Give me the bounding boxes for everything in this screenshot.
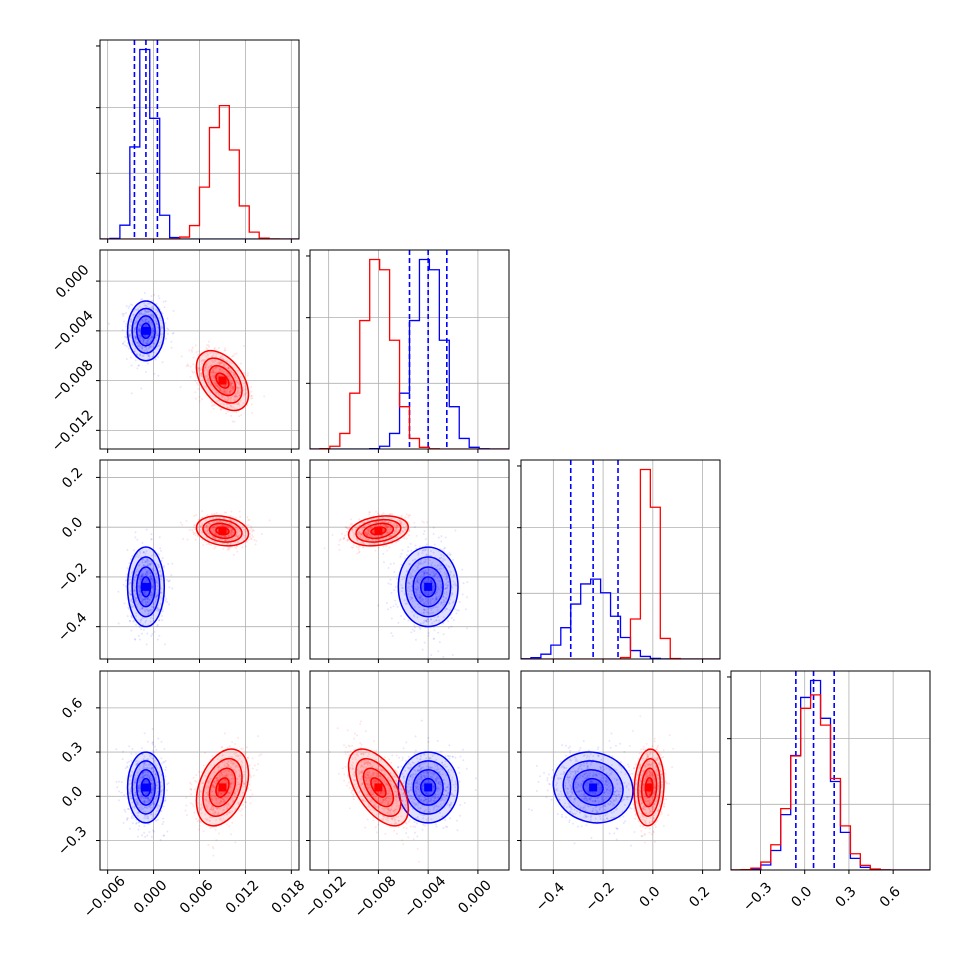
histogram-blue [521, 578, 720, 659]
grid [107, 671, 292, 870]
axes-frame [309, 249, 510, 450]
x-tick-label: −0.4 [533, 879, 568, 914]
x-tick-label: 0.012 [223, 877, 263, 917]
y-tick-label: −0.2 [55, 560, 90, 595]
y-tick-label: 0.000 [53, 262, 93, 302]
panel-2-1 [306, 459, 510, 663]
peak-red [218, 376, 227, 385]
panel-0-0 [96, 39, 300, 243]
x-tick-label: 0.000 [455, 877, 495, 917]
axes-frame [520, 459, 721, 660]
contours-red [195, 748, 250, 827]
grid [107, 460, 292, 659]
panel-3-3: −0.3 0.0 0.3 0.6 [727, 670, 931, 915]
axes-frame [309, 670, 510, 871]
y-tick-label: −0.3 [55, 824, 90, 859]
y-tick-label: 0.0 [59, 514, 86, 541]
axes-frame [730, 670, 931, 871]
y-tick-label: 0.6 [59, 695, 86, 722]
y-tick-label: −0.4 [55, 610, 90, 645]
peak-blue [589, 783, 598, 792]
axes-frame [309, 459, 510, 660]
contours-blue [552, 751, 634, 824]
peak-blue [424, 582, 433, 591]
grid [328, 460, 479, 659]
contours-blue [126, 300, 166, 362]
y-tick-label: −0.012 [49, 407, 97, 455]
peak-blue [141, 326, 150, 335]
panel-3-0: −0.006 0.000 0.006 0.012 0.018−0.30.00.30.6 [55, 670, 308, 921]
y-tick-label: 0.2 [59, 465, 86, 492]
contours-blue [126, 546, 166, 628]
contours-red [633, 748, 665, 827]
x-tick-label: −0.004 [401, 873, 449, 921]
peak-red [374, 526, 383, 535]
x-tick-label: 0.3 [833, 884, 860, 911]
axes-frame [520, 670, 721, 871]
hist-grid [521, 527, 720, 594]
x-tick-label: 0.2 [686, 884, 713, 911]
panel-3-1: −0.012 −0.008 −0.004 0.000 [302, 670, 510, 921]
peak-red [218, 526, 227, 535]
x-tick-label: 0.006 [177, 877, 217, 917]
panel-1-0: −0.012−0.008−0.004 0.000 [49, 249, 300, 455]
contours-red [195, 349, 250, 412]
contours-blue [126, 751, 166, 824]
peak-red [218, 783, 227, 792]
x-tick-label: −0.2 [583, 879, 618, 914]
grid [760, 671, 894, 870]
contours-red [347, 515, 410, 547]
contours-red [195, 515, 250, 547]
peak-red [645, 783, 654, 792]
histogram-red [100, 104, 299, 239]
histogram-blue [100, 48, 299, 239]
histogram-red [310, 258, 509, 449]
x-tick-label: −0.008 [352, 873, 400, 921]
peak-blue [141, 582, 150, 591]
panel-3-2: −0.4 −0.2 0.0 0.2 [517, 670, 721, 915]
panel-2-0: −0.4 −0.2 0.0 0.2 [55, 459, 300, 663]
peak-blue [141, 783, 150, 792]
contours-blue [397, 546, 459, 628]
x-tick-label: −0.012 [302, 873, 350, 921]
grid [552, 460, 703, 659]
peak-red [374, 783, 383, 792]
x-tick-label: −0.3 [740, 879, 775, 914]
contours-red [347, 748, 410, 827]
x-tick-label: −0.006 [81, 873, 129, 921]
panel-2-2 [517, 459, 721, 663]
contours-blue [397, 751, 459, 824]
y-tick-label: −0.008 [49, 357, 97, 405]
y-tick-label: 0.3 [59, 739, 86, 766]
peak-blue [424, 783, 433, 792]
y-tick-label: −0.004 [49, 308, 97, 356]
hist-grid [100, 107, 299, 174]
grid [328, 250, 479, 449]
x-tick-label: 0.0 [636, 884, 663, 911]
y-tick-label: 0.0 [59, 783, 86, 810]
x-tick-label: 0.6 [877, 884, 904, 911]
x-tick-label: 0.000 [131, 877, 171, 917]
panel-1-1 [306, 249, 510, 453]
x-tick-label: 0.0 [788, 884, 815, 911]
